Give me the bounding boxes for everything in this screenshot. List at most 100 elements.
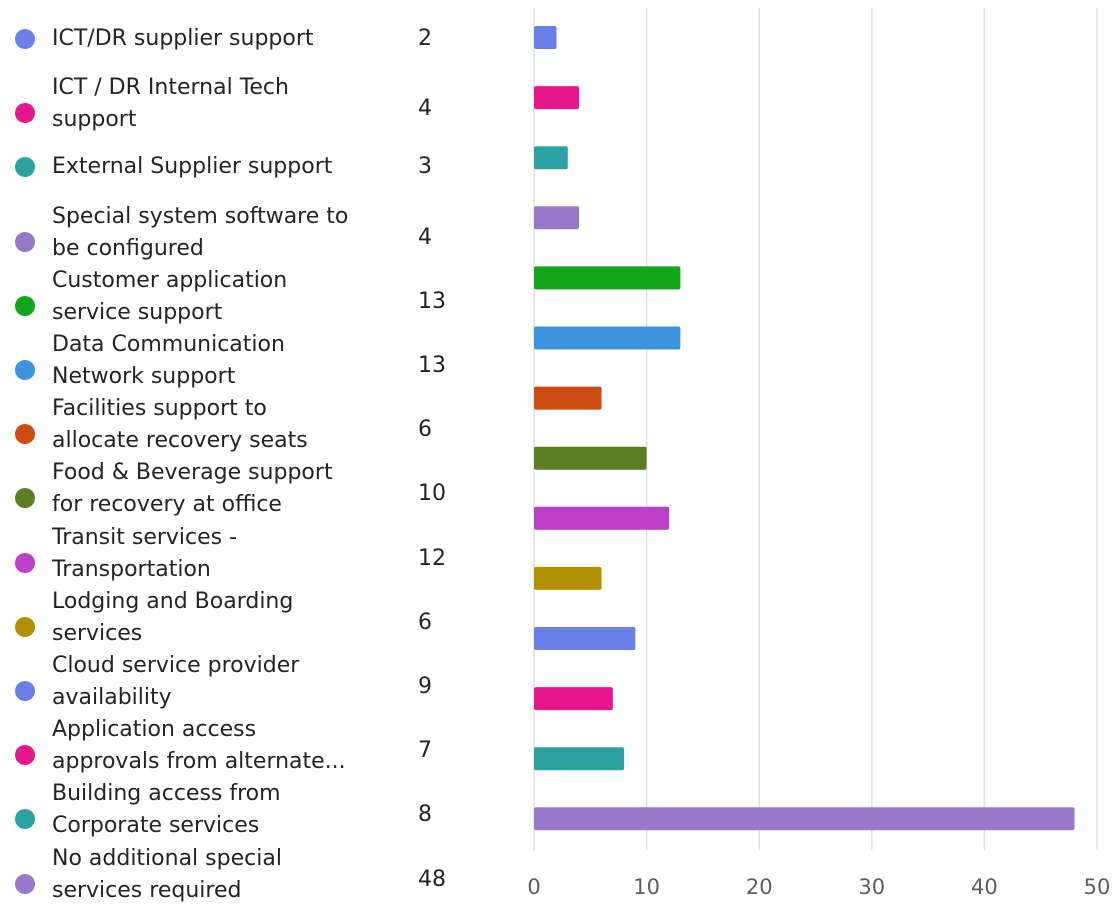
- legend-label: Food & Beverage support for recovery at o…: [52, 457, 352, 521]
- legend-swatch: [15, 29, 35, 49]
- legend-swatch: [15, 552, 35, 573]
- legend-label-line: Lodging and Boarding: [52, 588, 294, 614]
- legend-label-line: Corporate services: [52, 813, 260, 839]
- legend-item: Data Communication Network support 13: [0, 329, 470, 391]
- legend-label: Lodging and Boarding services: [52, 586, 352, 650]
- bar: [534, 506, 670, 530]
- legend-label-line: ICT/DR supplier support: [52, 26, 314, 51]
- bar: [534, 86, 580, 110]
- legend-label-line: Cloud service provider: [52, 653, 300, 678]
- legend-label-line: Transit services -: [52, 524, 238, 550]
- legend-item: Special system software to be configured 4: [0, 201, 470, 263]
- legend-label-line: for recovery at office: [52, 492, 282, 518]
- legend-label-line: Transportation: [52, 556, 211, 582]
- legend-swatch: [15, 424, 35, 445]
- legend-label: Transit services - Transportation: [52, 522, 352, 586]
- legend-swatch: [15, 681, 35, 701]
- bar: [534, 747, 625, 771]
- legend-swatch: [15, 157, 35, 178]
- bar: [534, 627, 636, 650]
- legend-label: Customer application service support: [52, 265, 352, 329]
- legend-item: ICT/DR supplier support 2: [0, 8, 470, 70]
- legend-label-line: services: [52, 620, 143, 646]
- bar: [534, 386, 602, 410]
- legend-count: 3: [418, 154, 432, 180]
- bar: [534, 687, 613, 711]
- legend-label-line: Building access from: [52, 781, 281, 807]
- legend-item: Lodging and Boarding services 6: [0, 586, 470, 648]
- bar: [534, 206, 580, 230]
- legend-label-line: Special system software to: [52, 203, 349, 229]
- bars: [534, 26, 1075, 831]
- legend-swatch: [15, 360, 35, 380]
- legend-swatch: [15, 745, 35, 766]
- legend-count: 9: [418, 674, 432, 699]
- legend-item: Transit services - Transportation 12: [0, 522, 470, 584]
- legend-label-line: support: [52, 107, 137, 133]
- legend-label-line: Food & Beverage support: [52, 460, 333, 486]
- gridlines: [533, 8, 1098, 850]
- legend-label-line: Customer application: [52, 267, 288, 293]
- legend-item: Customer application service support 13: [0, 265, 470, 327]
- legend-label: Data Communication Network support: [52, 329, 352, 393]
- legend-count: 4: [418, 96, 432, 122]
- legend-label: ICT/DR supplier support: [52, 23, 352, 55]
- legend-label-line: allocate recovery seats: [52, 428, 308, 454]
- legend-item: External Supplier support 3: [0, 136, 470, 198]
- legend-label-line: Data Communication: [52, 332, 285, 357]
- legend-item: Building access from Corporate services 8: [0, 778, 470, 840]
- legend-label-line: availability: [52, 685, 172, 710]
- legend-label: Special system software to be configured: [52, 201, 352, 265]
- legend-label-line: ICT / DR Internal Tech: [52, 75, 289, 101]
- legend-label-line: External Supplier support: [52, 154, 333, 180]
- bar: [534, 266, 681, 290]
- bar: [534, 566, 602, 590]
- legend-count: 7: [418, 738, 432, 764]
- legend-count: 48: [418, 866, 446, 892]
- legend-item: Facilities support to allocate recovery s…: [0, 393, 470, 455]
- legend-label-line: approvals from alternate...: [52, 749, 346, 775]
- bar: [534, 807, 1075, 831]
- legend-count: 6: [418, 609, 432, 635]
- legend-swatch: [15, 616, 35, 637]
- x-tick-label: 0: [527, 875, 540, 898]
- legend-label-line: Facilities support to: [52, 396, 267, 422]
- legend-count: 8: [418, 802, 432, 828]
- legend-count: 6: [418, 417, 432, 443]
- legend-swatch: [15, 873, 35, 894]
- x-tick-label: 30: [858, 875, 885, 898]
- legend-count: 12: [418, 545, 446, 571]
- legend-item: Application access approvals from alterna…: [0, 714, 470, 776]
- legend-count: 2: [418, 26, 432, 51]
- legend-label: External Supplier support: [52, 151, 352, 183]
- legend-label-line: service support: [52, 299, 223, 325]
- legend-swatch: [15, 809, 35, 830]
- legend-label-line: be configured: [52, 235, 204, 261]
- legend-swatch: [15, 295, 35, 316]
- legend-label: Cloud service provider availability: [52, 650, 352, 714]
- legend-swatch: [15, 231, 35, 252]
- x-axis-ticks: 0 10 20 30 40 50: [527, 875, 1110, 898]
- legend-swatch: [15, 103, 35, 124]
- bar: [534, 146, 568, 170]
- bar: [534, 26, 557, 49]
- x-tick-label: 50: [1084, 875, 1111, 898]
- legend-count: 13: [418, 288, 446, 314]
- legend-label: Application access approvals from alterna…: [52, 714, 352, 778]
- x-tick-label: 10: [633, 875, 660, 898]
- legend-count: 4: [418, 224, 432, 250]
- legend-label: Facilities support to allocate recovery s…: [52, 393, 352, 457]
- legend-item: Food & Beverage support for recovery at o…: [0, 457, 470, 519]
- legend-item: ICT / DR Internal Tech support 4: [0, 72, 470, 134]
- legend-swatch: [15, 488, 35, 509]
- legend-label-line: Application access: [52, 717, 257, 743]
- legend-label-line: Network support: [52, 364, 236, 389]
- bar: [534, 446, 647, 470]
- legend-label-line: No additional special: [52, 845, 282, 871]
- x-tick-label: 40: [971, 875, 998, 898]
- legend-count: 10: [418, 481, 446, 507]
- legend-count: 13: [418, 353, 446, 378]
- legend-item: Cloud service provider availability 9: [0, 650, 470, 712]
- bar: [534, 326, 681, 350]
